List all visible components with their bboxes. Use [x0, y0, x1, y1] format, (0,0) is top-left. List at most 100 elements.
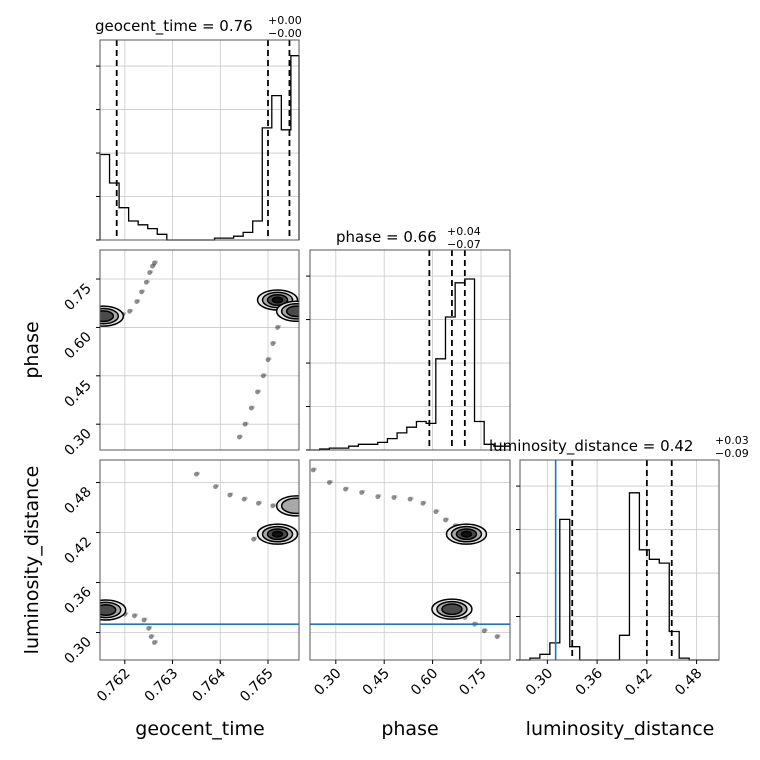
sample-point — [270, 503, 276, 509]
sample-point — [258, 500, 263, 504]
sample-point — [273, 503, 277, 507]
sample-point — [139, 289, 144, 295]
sample-point — [260, 373, 266, 379]
ylabel-phase: phase — [21, 321, 43, 378]
contour-level — [271, 296, 284, 304]
sample-point — [239, 434, 243, 438]
title-geocent-time-minus: −0.00 — [268, 27, 302, 40]
sample-point — [257, 389, 262, 393]
sample-point — [154, 639, 159, 644]
ylabel-luminosity-distance: luminosity_distance — [21, 466, 43, 655]
sample-point — [481, 628, 487, 634]
sample-point — [141, 617, 147, 623]
sample-point — [275, 325, 280, 330]
panel-frame — [519, 459, 720, 661]
sample-point — [134, 299, 140, 305]
panel-frame — [99, 459, 300, 661]
sample-point — [443, 517, 448, 523]
sample-point — [148, 634, 154, 640]
sample-point — [152, 640, 157, 645]
panel-luminosity-distance-vs-geocent-time — [100, 471, 299, 645]
title-phase-minus: −0.07 — [447, 238, 481, 251]
sample-point — [326, 480, 332, 485]
panel-frame — [99, 249, 300, 451]
sample-point — [313, 467, 317, 471]
contour-level — [280, 497, 299, 515]
sample-point — [277, 324, 282, 329]
sample-point — [131, 613, 137, 619]
sample-point — [436, 509, 440, 513]
sample-point — [129, 308, 134, 312]
panel-frame — [309, 459, 511, 661]
sample-point — [345, 486, 350, 490]
sample-point — [244, 496, 248, 500]
sample-point — [149, 625, 153, 629]
sample-point — [230, 492, 234, 496]
sample-point — [433, 509, 439, 515]
panel-phase-vs-geocent-time — [100, 260, 299, 440]
xlabel-geocent-time: geocent_time — [135, 718, 264, 740]
sample-point — [147, 270, 153, 275]
sample-point — [215, 484, 220, 488]
contour-level — [441, 603, 463, 616]
histogram-luminosity-distance — [520, 492, 719, 661]
sample-point — [254, 536, 258, 540]
xlabel-luminosity-distance: luminosity_distance — [526, 718, 715, 740]
contour-level — [460, 530, 473, 538]
sample-point — [196, 471, 200, 475]
sample-point — [362, 489, 366, 494]
sample-point — [329, 479, 333, 484]
sample-point — [146, 625, 152, 631]
sample-point — [255, 389, 260, 395]
sample-point — [242, 421, 248, 427]
sample-point — [407, 496, 413, 502]
panel-frame — [309, 249, 511, 451]
sample-point — [193, 471, 199, 477]
sample-point — [394, 494, 398, 499]
sample-point — [494, 634, 500, 640]
sample-point — [245, 421, 249, 425]
sample-point — [150, 269, 154, 274]
sample-point — [152, 260, 157, 266]
sample-point — [497, 634, 501, 638]
title-luminosity-distance-minus: −0.09 — [715, 447, 749, 460]
sample-point — [423, 500, 427, 504]
sample-point — [484, 628, 488, 632]
panel-luminosity-distance-vs-phase — [310, 467, 501, 640]
sample-point — [263, 373, 267, 377]
sample-point — [134, 613, 138, 617]
sample-point — [151, 634, 155, 638]
sample-point — [127, 308, 132, 314]
sample-point — [391, 495, 397, 500]
sample-point — [420, 500, 426, 506]
sample-point — [410, 496, 414, 500]
sample-point — [236, 434, 242, 440]
histogram-phase — [310, 278, 511, 451]
sample-point — [265, 357, 271, 363]
title-geocent-time: geocent_time = 0.76 — [95, 17, 253, 36]
contour-level — [100, 310, 115, 323]
sample-point — [375, 494, 381, 500]
sample-point — [256, 500, 261, 506]
sample-point — [137, 299, 141, 303]
sample-point — [270, 341, 276, 346]
sample-point — [227, 492, 233, 498]
sample-point — [154, 260, 159, 264]
title-luminosity-distance-plus: +0.03 — [715, 434, 749, 447]
sample-point — [378, 494, 382, 498]
sample-point — [359, 490, 365, 495]
sample-point — [144, 617, 148, 621]
sample-point — [251, 536, 257, 542]
sample-point — [143, 279, 149, 285]
title-phase: phase = 0.66 — [336, 228, 437, 246]
sample-point — [141, 289, 146, 293]
sample-point — [445, 517, 450, 521]
sample-point — [310, 467, 316, 473]
sample-point — [343, 486, 348, 492]
sample-point — [213, 484, 218, 490]
sample-point — [248, 405, 254, 411]
sample-point — [251, 405, 255, 409]
xlabel-phase: phase — [381, 718, 438, 740]
contour-level — [285, 305, 299, 318]
